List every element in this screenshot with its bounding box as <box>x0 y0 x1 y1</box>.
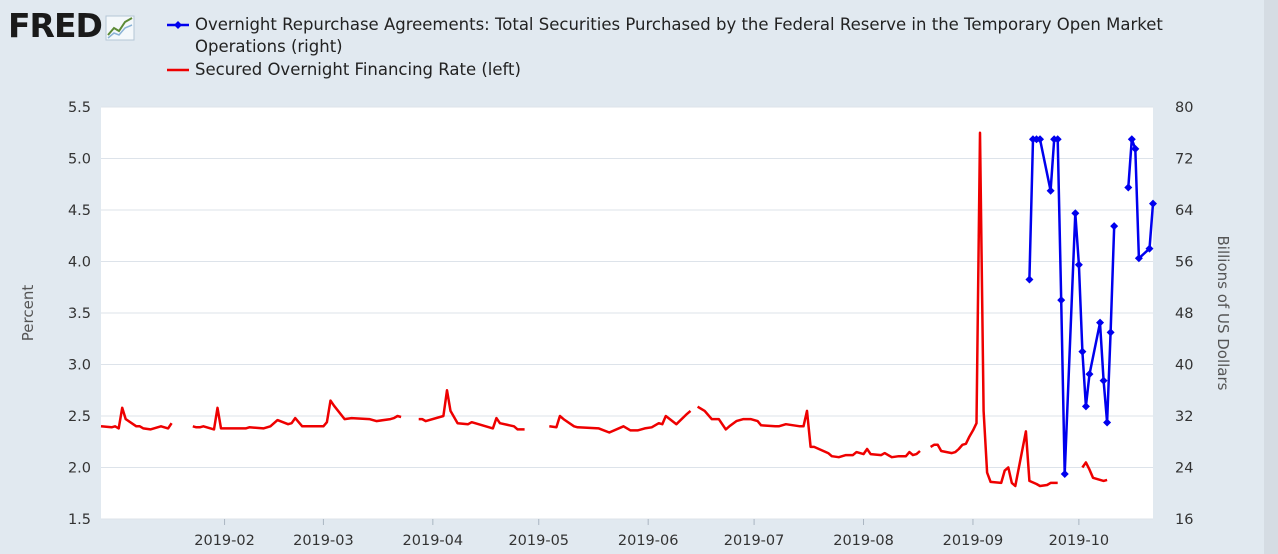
right-tick-label: 40 <box>1175 358 1193 374</box>
x-tick-label: 2019-03 <box>293 533 354 549</box>
left-tick-label: 3.5 <box>68 306 91 322</box>
repo-data-point <box>1060 469 1069 478</box>
repo-data-point <box>1085 370 1094 379</box>
x-tick-label: 2019-10 <box>1049 533 1110 549</box>
repo-data-point <box>1124 183 1133 192</box>
left-tick-label: 5.5 <box>68 100 91 116</box>
right-axis-title: Billions of US Dollars <box>1214 236 1232 391</box>
x-tick-label: 2019-08 <box>833 533 894 549</box>
sofr-line-segment <box>696 405 921 459</box>
repo-data-point <box>1046 186 1055 195</box>
repo-data-point <box>1078 347 1087 356</box>
repo-data-point <box>1134 254 1143 263</box>
left-tick-label: 2.0 <box>68 461 91 477</box>
legend-swatch-repo <box>165 14 191 36</box>
right-tick-label: 24 <box>1175 461 1193 477</box>
repo-data-point <box>1103 418 1112 427</box>
repo-data-point <box>1110 222 1119 231</box>
repo-data-point <box>1053 135 1062 144</box>
sofr-line-segment <box>1081 461 1108 483</box>
repo-data-point <box>1074 260 1083 269</box>
right-tick-label: 16 <box>1175 512 1193 528</box>
left-tick-label: 5.0 <box>68 152 91 168</box>
repo-line-segment <box>1127 137 1155 260</box>
left-tick-label: 4.0 <box>68 255 91 271</box>
repo-data-point <box>1096 318 1105 327</box>
repo-data-point <box>1071 209 1080 218</box>
x-tick-label: 2019-02 <box>194 533 255 549</box>
legend-label-repo: Overnight Repurchase Agreements: Total S… <box>195 15 1163 56</box>
left-tick-label: 4.5 <box>68 203 91 219</box>
fred-logo-text: FRED <box>8 6 103 45</box>
left-axis-ticks: 1.5 2.0 2.5 3.0 3.5 4.0 4.5 5.0 5.5 <box>68 100 91 528</box>
x-tick-label: 2019-09 <box>943 533 1004 549</box>
sofr-line-segment <box>929 131 1058 488</box>
repo-data-point <box>1099 376 1108 385</box>
legend-label-sofr: Secured Overnight Financing Rate (left) <box>195 60 521 79</box>
repo-data-point <box>1081 402 1090 411</box>
repo-data-point <box>1106 328 1115 337</box>
legend-item-repo[interactable]: Overnight Repurchase Agreements: Total S… <box>165 14 1205 58</box>
repo-data-point <box>1127 135 1136 144</box>
series-sofr <box>100 131 1108 488</box>
legend-item-sofr[interactable]: Secured Overnight Financing Rate (left) <box>165 59 1205 81</box>
x-tick-label: 2019-06 <box>618 533 679 549</box>
repo-data-point <box>1057 296 1066 305</box>
right-tick-label: 64 <box>1175 203 1193 219</box>
repo-data-point <box>1149 199 1157 208</box>
left-tick-label: 3.0 <box>68 358 91 374</box>
sofr-line-segment <box>549 409 692 434</box>
left-axis-title: Percent <box>19 285 37 342</box>
legend-swatch-sofr <box>165 59 191 81</box>
fred-logo[interactable]: FRED <box>8 8 137 44</box>
left-tick-label: 1.5 <box>68 512 91 528</box>
repo-data-point <box>1036 135 1045 144</box>
x-tick-label: 2019-04 <box>403 533 464 549</box>
right-tick-label: 56 <box>1175 255 1193 271</box>
repo-data-point <box>1025 275 1034 284</box>
sofr-line-segment <box>100 406 173 431</box>
right-tick-label: 72 <box>1175 152 1193 168</box>
left-tick-label: 2.5 <box>68 409 91 425</box>
right-tick-label: 32 <box>1175 409 1193 425</box>
page-scrollbar[interactable] <box>1264 0 1278 554</box>
sofr-line-segment <box>418 389 525 431</box>
x-tick-label: 2019-07 <box>724 533 785 549</box>
right-tick-label: 48 <box>1175 306 1193 322</box>
series-repo <box>1025 135 1157 478</box>
right-axis-ticks: 16 24 32 40 48 56 64 72 80 <box>1175 100 1193 528</box>
right-tick-label: 80 <box>1175 100 1193 116</box>
x-tick-label: 2019-05 <box>508 533 569 549</box>
chart-legend: Overnight Repurchase Agreements: Total S… <box>165 14 1205 81</box>
chart-line-icon <box>105 15 135 41</box>
x-axis-ticks: 2019-02 2019-03 2019-04 2019-05 2019-06 2019-… <box>194 519 1109 549</box>
repo-data-point <box>1145 244 1154 253</box>
repo-data-point <box>1131 144 1140 153</box>
sofr-line-segment <box>192 399 402 431</box>
